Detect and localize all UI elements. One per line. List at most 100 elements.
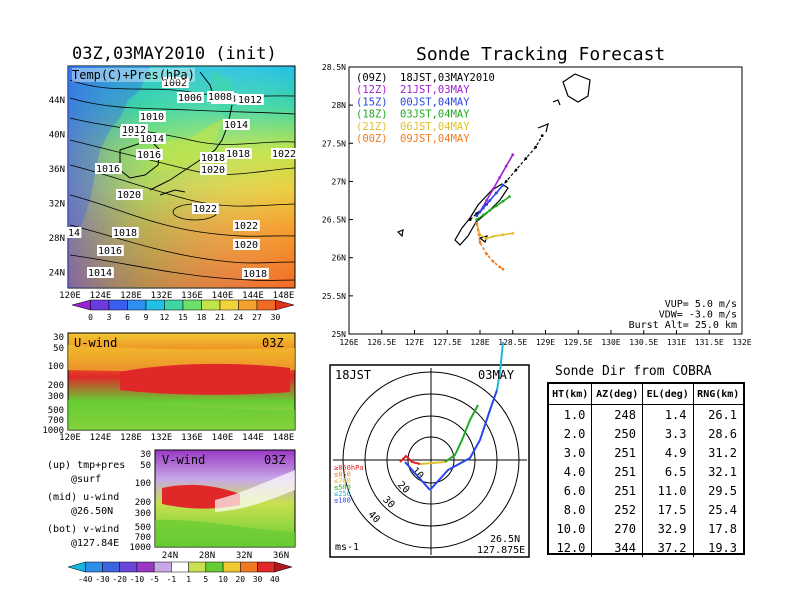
track-lon-tick: 126.5E (367, 338, 396, 347)
isobar-label-bg (200, 152, 227, 163)
hodograph-time: 18JST (335, 368, 372, 382)
isobar-label-bg (67, 227, 82, 238)
hodograph-legend-item: ≥850hPa (334, 464, 364, 472)
map-lon-tick: 136E (181, 291, 203, 301)
track-point (501, 199, 505, 203)
wind-colorbar-label: 10 (218, 575, 228, 584)
isobar-label-bg (200, 164, 227, 175)
isobar-label: 1014 (140, 134, 164, 145)
wind-colorbar-label: 5 (203, 575, 208, 584)
map-lat-tick: 24N (49, 269, 65, 279)
table-cell: 17.5 (641, 500, 693, 519)
table-header-cell: EL(deg) (641, 384, 693, 405)
table-header-row: HT(km) AZ(deg) EL(deg) RNG(km) (549, 384, 743, 405)
u-lon-tick: 128E (120, 433, 142, 443)
track-point (475, 221, 479, 225)
table-cell: 32.9 (641, 519, 693, 538)
u-lon-tick: 132E (151, 433, 173, 443)
colorbar-label: 9 (144, 313, 149, 322)
legend-mid-1: (mid) u-wind (47, 492, 120, 503)
track-lat-tick: 26.5N (322, 216, 346, 225)
u-p-tick: 300 (48, 392, 64, 402)
isobar-label: 1016 (137, 150, 161, 161)
colorbar-label: 24 (234, 313, 244, 322)
track-legend-code: (21Z) (356, 121, 388, 133)
colorbar-swatch (238, 299, 258, 311)
isobar-label-bg (207, 91, 234, 102)
track-lon-tick: 128E (470, 338, 489, 347)
hodograph-unit: ms-1 (335, 542, 360, 553)
v-p-tick: 1000 (129, 543, 151, 553)
colorbar-label: 18 (197, 313, 207, 322)
track-point (511, 231, 515, 235)
track-point (501, 183, 505, 187)
table-cell: 252 (591, 500, 643, 519)
isobar-label: 1010 (140, 112, 164, 123)
track-point (485, 252, 488, 256)
u-p-tick: 1000 (42, 426, 64, 436)
table-cell: 37.2 (641, 538, 693, 557)
map-lat-tick: 32N (49, 200, 65, 210)
track-lon-tick: 127.5E (433, 338, 462, 347)
table-cell: 25.4 (692, 500, 743, 519)
map-lon-tick: 140E (212, 291, 234, 301)
table-cell: 11.0 (641, 481, 693, 500)
v-lat-tick: 24N (162, 551, 178, 561)
main-title: Sonde Tracking Forecast (416, 44, 666, 65)
colorbar-swatch (256, 299, 276, 311)
track-point (511, 153, 515, 157)
track-series-line (475, 223, 513, 240)
table-cell: 2.0 (563, 426, 586, 441)
map-lat-tick: 40N (49, 131, 65, 141)
map-panel-label: Temp(C)+Pres(hPa) (72, 68, 195, 82)
u-wind-longitude-ticks: 120E 124E 128E 132E 136E 140E 144E 148E (59, 433, 294, 443)
table-cell: 6.0 (563, 483, 586, 498)
wind-colorbar-label: 40 (270, 575, 280, 584)
table-cell: 251 (591, 462, 643, 481)
v-p-tick: 30 (140, 450, 151, 460)
table-row: 4.0 251 6.5 32.1 (549, 462, 743, 481)
track-lat-tick: 28N (332, 101, 347, 110)
track-point (491, 234, 495, 238)
table-cell: 1.0 (563, 407, 586, 422)
isobar-label-bg (121, 124, 148, 135)
wind-colorbar-swatch (205, 561, 224, 573)
u-lon-tick: 140E (212, 433, 234, 443)
map-lat-tick: 36N (49, 165, 65, 175)
track-legend-code: (09Z) (356, 72, 388, 84)
u-p-tick: 30 (53, 333, 64, 343)
colorbar-swatch (201, 299, 221, 311)
track-lat-tick: 27.5N (322, 139, 346, 148)
table-header-cell: HT(km) (549, 384, 592, 405)
isobar-label-bg (225, 148, 252, 159)
table-cell: 31.2 (692, 443, 743, 462)
colorbar-swatch (145, 299, 165, 311)
table-cell: 1.4 (641, 404, 693, 424)
v-wind-label: V-wind (162, 453, 206, 467)
table-cell: 251 (591, 443, 643, 462)
track-info-line: VDW= -3.0 m/s (659, 310, 737, 321)
isobar-label-bg (192, 203, 219, 214)
hodograph-legend-item: ≤100 (334, 497, 351, 505)
track-legend-code: (12Z) (356, 84, 388, 96)
table-cell: 270 (591, 519, 643, 538)
hodograph-legend-item: ≤700 (334, 477, 351, 485)
isobar-label-bg (136, 149, 163, 160)
colorbar-swatch (275, 299, 295, 311)
track-point (468, 218, 472, 221)
wind-colorbar-swatch (171, 561, 189, 573)
track-lon-tick: 131E (667, 338, 686, 347)
track-lon-tick: 132E (732, 338, 751, 347)
table-cell: 3.0 (563, 445, 586, 460)
track-lon-tick: 130E (601, 338, 620, 347)
legend-upper-2: @surf (71, 474, 102, 485)
wind-colorbar-label: 30 (253, 575, 263, 584)
v-p-tick: 500 (135, 523, 151, 533)
track-legend-text: 03JST,04MAY (400, 109, 470, 121)
isobar-label-bg (95, 163, 122, 174)
track-point (475, 218, 479, 221)
hodograph-legend-item: ≤500 (334, 484, 351, 492)
